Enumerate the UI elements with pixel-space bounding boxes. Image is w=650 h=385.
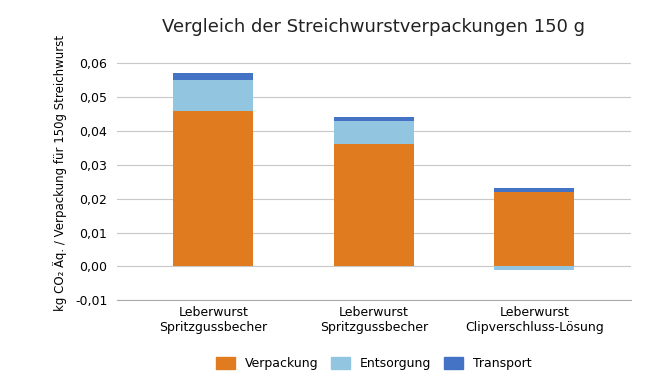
Bar	[333, 121, 414, 144]
Bar	[494, 192, 575, 266]
Title: Vergleich der Streichwurstverpackungen 150 g: Vergleich der Streichwurstverpackungen 1…	[162, 18, 585, 36]
Y-axis label: kg CO₂ Äq. / Verpackung für 150g Streichwurst: kg CO₂ Äq. / Verpackung für 150g Streich…	[53, 35, 66, 311]
Bar	[494, 266, 575, 270]
Bar	[333, 144, 414, 266]
Bar	[494, 189, 575, 192]
Legend: Verpackung, Entsorgung, Transport: Verpackung, Entsorgung, Transport	[211, 352, 536, 375]
Bar	[173, 73, 254, 80]
Bar	[173, 110, 254, 266]
Bar	[173, 80, 254, 110]
Bar	[333, 117, 414, 121]
